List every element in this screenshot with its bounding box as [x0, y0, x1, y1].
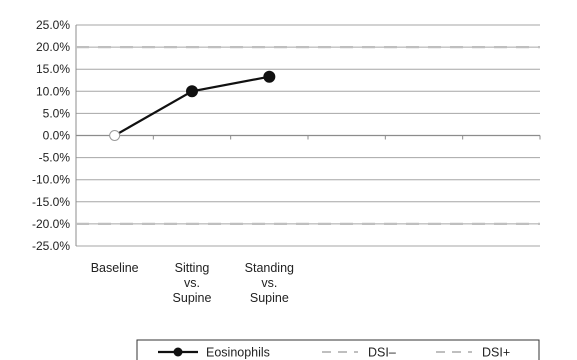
y-tick-label: -25.0%: [32, 239, 70, 253]
legend: Eosinophils DSI– DSI+: [136, 339, 540, 360]
legend-label: DSI–: [368, 346, 396, 360]
y-tick-label: 5.0%: [43, 106, 71, 120]
reference-lines: [76, 45, 540, 225]
x-category-label: Sitting: [175, 261, 210, 275]
y-tick-label: -10.0%: [32, 173, 70, 187]
series-layer: [109, 70, 276, 141]
axes: [75, 25, 541, 246]
legend-swatch-marker: [173, 347, 183, 357]
x-category-label: vs.: [184, 276, 200, 290]
x-category-label: Baseline: [91, 261, 139, 275]
legend-label: Eosinophils: [206, 346, 270, 360]
legend-box: [136, 339, 540, 360]
y-tick-label: 15.0%: [36, 62, 70, 76]
y-tick-label: 20.0%: [36, 40, 70, 54]
data-point: [263, 70, 276, 83]
y-tick-label: 25.0%: [36, 18, 70, 32]
y-tick-label: 0.0%: [43, 129, 71, 143]
y-axis-tick-labels: 25.0% 20.0% 15.0% 10.0% 5.0% 0.0% -5.0% -10.0% -…: [32, 18, 70, 253]
x-category-label: Supine: [250, 291, 289, 305]
data-point: [109, 130, 121, 141]
x-category-label: vs.: [261, 276, 277, 290]
y-tick-label: -5.0%: [39, 151, 71, 165]
y-tick-label: -15.0%: [32, 195, 70, 209]
x-category-label: Supine: [173, 291, 212, 305]
legend-label: DSI+: [482, 346, 510, 360]
y-tick-label: -20.0%: [32, 217, 70, 231]
y-tick-label: 10.0%: [36, 84, 70, 98]
x-axis-category-labels: Baseline Sittingvs.SupineStandingvs.Supin…: [91, 261, 294, 305]
data-point: [186, 85, 198, 98]
x-category-label: Standing: [245, 261, 294, 275]
